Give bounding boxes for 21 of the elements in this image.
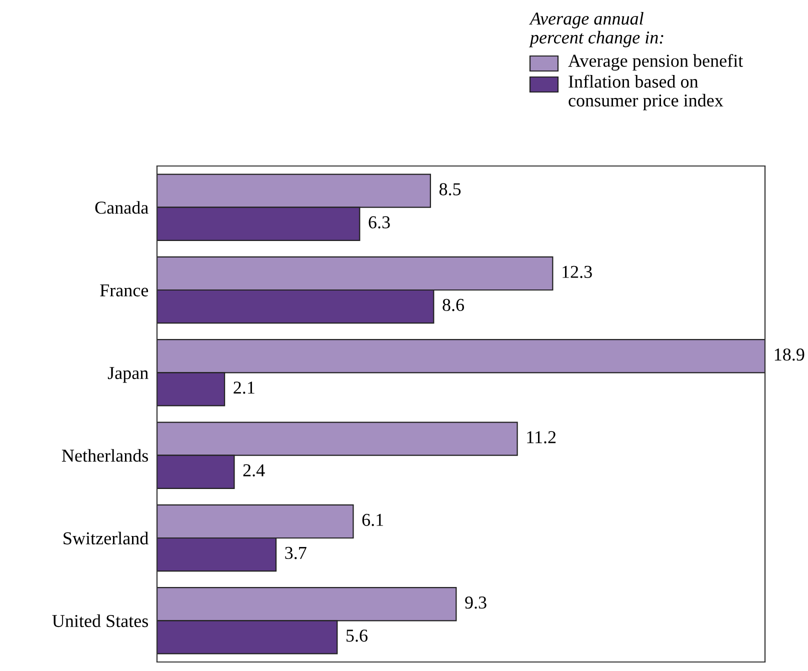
data-label: 12.3 [562, 266, 592, 278]
y-tick-label: France [100, 284, 148, 296]
data-label: 6.3 [368, 216, 390, 228]
data-label: 2.1 [234, 382, 254, 394]
y-tick-label: United States [52, 614, 148, 628]
legend-label: Inflation based on consumer price index [568, 74, 724, 110]
data-label: 3.7 [285, 546, 306, 560]
y-tick-label: Netherlands [62, 449, 148, 462]
data-label: 8.6 [442, 298, 464, 312]
y-tick-label: Canada [95, 201, 148, 214]
data-label: 5.6 [346, 630, 368, 642]
y-tick-label: Japan [108, 367, 148, 383]
data-label: 9.3 [465, 596, 486, 609]
y-tick-label: Switzerland [64, 532, 148, 544]
data-label: 18.9 [774, 348, 804, 361]
data-label: 8.5 [439, 183, 461, 196]
legend-label: Average pension benefit [568, 54, 744, 71]
legend-title: Average annual percent change in: [528, 12, 664, 48]
data-label: 11.2 [527, 431, 556, 444]
data-label: 2.4 [243, 464, 265, 476]
data-label: 6.1 [362, 514, 384, 526]
